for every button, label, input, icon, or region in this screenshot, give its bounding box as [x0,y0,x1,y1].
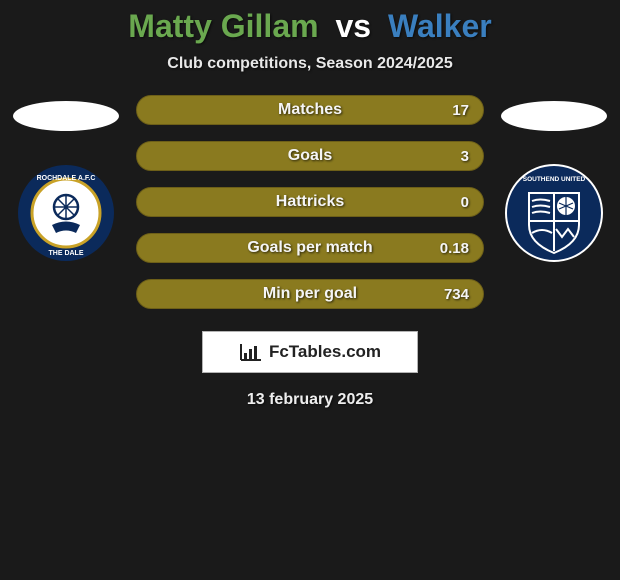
brand-box[interactable]: FcTables.com [202,331,418,373]
main-row: ROCHDALE A.F.C THE DALE Matches 17 Goals 3 H… [0,101,620,309]
stat-bar: Goals per match 0.18 [136,233,484,263]
date-line: 13 february 2025 [0,391,620,409]
svg-text:SOUTHEND UNITED: SOUTHEND UNITED [523,176,586,183]
stat-bar: Min per goal 734 [136,279,484,309]
comparison-card: Matty Gillam vs Walker Club competitions… [0,0,620,409]
player1-avatar-placeholder [13,101,119,131]
vs-text: vs [335,8,371,44]
player2-name: Walker [388,8,492,44]
svg-text:THE DALE: THE DALE [49,250,84,257]
rochdale-badge-icon: ROCHDALE A.F.C THE DALE [16,163,116,263]
stat-bar: Hattricks 0 [136,187,484,217]
chart-icon [239,342,263,362]
stat-label: Matches [278,101,342,119]
svg-text:ROCHDALE A.F.C: ROCHDALE A.F.C [37,175,96,182]
brand-text: FcTables.com [269,342,381,362]
stat-bar: Goals 3 [136,141,484,171]
club-right-badge: SOUTHEND UNITED [504,163,604,263]
stat-value-right: 734 [444,286,469,303]
stat-label: Hattricks [276,193,344,211]
stat-label: Min per goal [263,285,357,303]
stat-label: Goals per match [247,239,372,257]
stat-value-right: 17 [452,102,469,119]
right-column: SOUTHEND UNITED [494,101,614,263]
left-column: ROCHDALE A.F.C THE DALE [6,101,126,263]
stat-value-right: 0.18 [440,240,469,257]
page-title: Matty Gillam vs Walker [0,8,620,45]
player1-name: Matty Gillam [128,8,318,44]
stat-label: Goals [288,147,332,165]
stat-value-right: 3 [461,148,469,165]
subtitle: Club competitions, Season 2024/2025 [0,55,620,73]
southend-badge-icon: SOUTHEND UNITED [504,163,604,263]
stat-value-right: 0 [461,194,469,211]
club-left-badge: ROCHDALE A.F.C THE DALE [16,163,116,263]
stats-column: Matches 17 Goals 3 Hattricks 0 Goals per match… [126,95,494,309]
player2-avatar-placeholder [501,101,607,131]
stat-bar: Matches 17 [136,95,484,125]
